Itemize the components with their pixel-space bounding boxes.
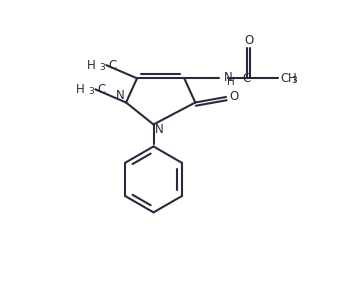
- Text: N: N: [155, 123, 164, 136]
- Text: H: H: [288, 72, 296, 85]
- Text: O: O: [229, 91, 238, 104]
- Text: 3: 3: [99, 63, 105, 72]
- Text: O: O: [244, 35, 254, 48]
- Text: 3: 3: [291, 76, 297, 85]
- Text: H: H: [86, 59, 95, 72]
- Text: N: N: [224, 71, 233, 84]
- Text: 3: 3: [88, 87, 94, 96]
- Text: C: C: [108, 59, 117, 72]
- Text: H: H: [75, 83, 84, 96]
- Text: C: C: [280, 72, 288, 85]
- Text: C: C: [98, 83, 106, 96]
- Text: H: H: [226, 77, 234, 87]
- Text: C: C: [243, 72, 251, 85]
- Text: N: N: [116, 89, 125, 102]
